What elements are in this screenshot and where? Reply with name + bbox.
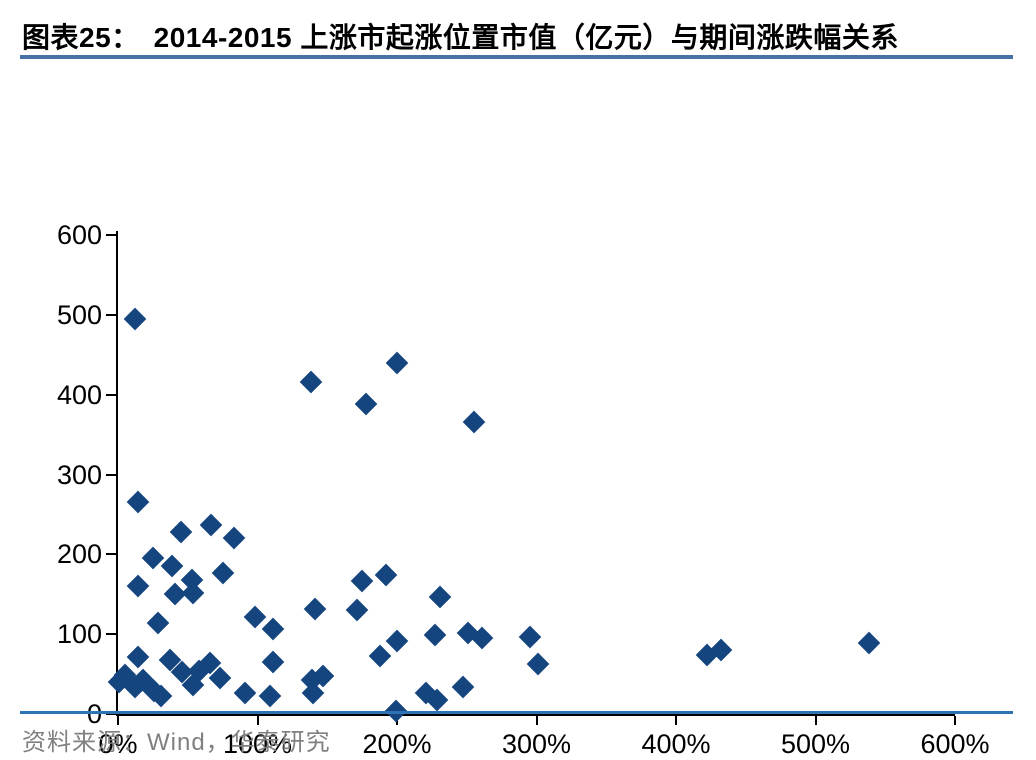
y-tick-mark [106,713,116,715]
y-tick-mark [106,313,116,316]
data-point [368,644,392,668]
x-tick-mark [117,716,119,725]
data-point [200,513,223,537]
x-tick-mark [675,716,677,725]
data-point [385,629,409,652]
data-point [126,490,149,513]
data-point [258,684,282,707]
chart-number-label: 图表25： [22,22,140,53]
data-point [303,597,327,620]
data-point [857,631,880,655]
x-axis-line [116,714,955,716]
x-tick-label: 0% [98,729,138,759]
data-point [123,307,147,331]
data-point [299,370,322,394]
data-point [161,554,184,578]
data-point [350,570,374,593]
y-tick-label: 500 [56,299,102,330]
y-tick-label: 400 [56,379,102,410]
y-tick-mark [106,553,116,556]
data-point [261,617,285,640]
data-point [211,561,234,585]
data-point [126,645,149,668]
data-point [243,605,267,628]
chart-title-text: 2014-2015 上涨市起涨位置市值（亿元）与期间涨跌幅关系 [153,22,899,53]
source-note: 资料来源：Wind，华泰研究 [22,729,331,756]
scatter-chart: 0 100 200 300 400 500 600 0% 100% 200% 300% 400% 500… [0,90,1036,760]
data-point [423,623,446,647]
x-tick-mark [954,716,956,725]
x-tick-label: 400% [641,729,711,759]
data-point [261,650,285,674]
y-tick-label: 100 [56,619,102,650]
x-tick-mark [535,716,538,725]
data-point [518,626,541,649]
y-tick-label: 600 [56,220,102,250]
y-tick-label: 0 [86,699,102,729]
data-point [126,574,149,598]
data-point [345,598,368,622]
y-tick-mark [106,473,116,476]
y-tick-mark [106,393,116,396]
data-point [462,410,486,434]
data-point [233,681,257,705]
y-axis-line [116,231,118,716]
y-tick-mark [106,234,116,236]
x-tick-label: 200% [362,729,432,759]
x-tick-label: 600% [920,729,990,759]
title-divider [20,55,1013,59]
data-point [385,351,409,375]
data-point [451,675,474,699]
data-point [374,563,398,587]
x-tick-label: 500% [780,729,851,759]
plot-area: 0 100 200 300 400 500 600 0% 100% 200% 300% 400% 500… [57,222,990,760]
x-tick-mark [814,716,817,725]
data-point [169,520,193,544]
data-point [147,611,170,635]
data-point [428,586,452,609]
chart-title: 图表25： 2014-2015 上涨市起涨位置市值（亿元）与期间涨跌幅关系 [22,16,1014,56]
x-tick-label: 300% [501,729,572,759]
y-tick-label: 200 [56,539,102,570]
y-tick-mark [106,633,116,636]
y-tick-label: 300 [56,459,102,490]
data-point [526,652,550,676]
data-point [354,392,378,416]
footer-divider [20,711,1013,714]
data-point [222,527,246,550]
x-tick-mark [256,716,259,725]
x-tick-label: 100% [222,729,293,759]
